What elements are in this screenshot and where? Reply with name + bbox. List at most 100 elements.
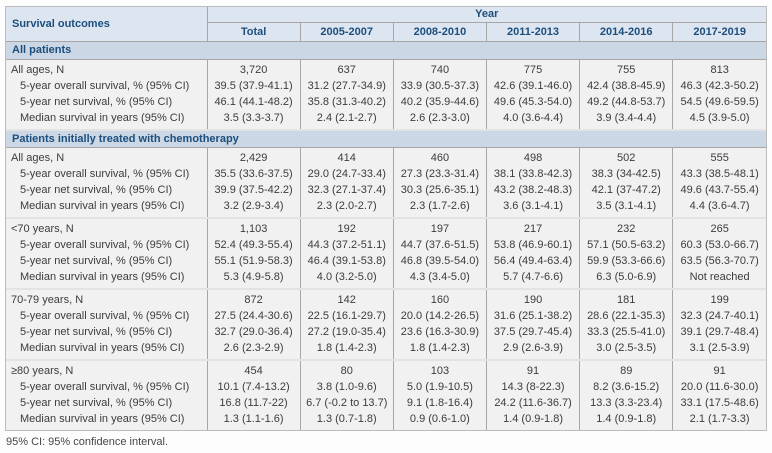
metric-label: Median survival in years (95% CI) (20, 200, 185, 212)
data-value: 27.2 (19.0-35.4) (307, 326, 386, 338)
group-label: ≥80 years, N (11, 365, 74, 377)
section-row: All patients (6, 41, 766, 60)
data-cell: 872 27.5 (24.4-30.6) 32.7 (29.0-36.4) 2.6 (… (206, 289, 301, 361)
data-value: 49.2 (44.8-53.7) (587, 95, 666, 108)
data-value: 39.9 (37.5-42.2) (214, 184, 293, 196)
data-cell: 103 5.0 (1.9-10.5) 9.1 (1.8-16.4) 0.9 (0.6-… (392, 360, 487, 430)
data-value: 454 (244, 365, 263, 377)
data-value: 39.5 (37.9-41.1) (214, 79, 293, 92)
data-value: 637 (337, 63, 356, 76)
data-value: 56.4 (49.4-63.4) (493, 255, 573, 267)
data-cell: 89 8.2 (3.6-15.2) 13.3 (3.3-23.4) 1.4 (0.9-… (579, 360, 673, 430)
data-value: 46.3 (42.3-50.2) (680, 79, 759, 92)
metric-label: 5-year net survival, % (95% CI) (20, 255, 173, 267)
data-value: 181 (617, 294, 636, 306)
group-label: All ages, N (11, 63, 65, 76)
data-value: 52.4 (49.3-55.4) (214, 239, 293, 251)
data-value: 4.3 (3.4-5.0) (409, 271, 470, 283)
column-header-2017-2019: 2017-2019 (672, 22, 766, 42)
data-value: 4.5 (3.9-5.0) (689, 111, 750, 124)
data-value: 1.8 (1.4-2.3) (409, 342, 470, 354)
data-value: 3.0 (2.5-3.5) (596, 342, 657, 354)
data-value: 5.7 (4.7-6.6) (503, 271, 563, 283)
column-header-2008-2010: 2008-2010 (392, 22, 487, 42)
data-value: 49.6 (45.3-54.0) (493, 95, 573, 108)
data-value: 28.6 (22.1-35.3) (587, 310, 666, 322)
column-header-2011-2013: 2011-2013 (485, 22, 580, 42)
data-value: 2.1 (1.7-3.3) (689, 413, 750, 425)
data-row-group: <70 years, N 5-year overall survival, % (… (6, 218, 766, 290)
data-cell: 142 22.5 (16.1-29.7) 27.2 (19.0-35.4) 1.8 (… (299, 289, 394, 361)
row-label-cell: ≥80 years, N 5-year overall survival, % (… (6, 360, 207, 430)
data-value: 3.5 (3.3-3.7) (223, 111, 284, 124)
data-value: 23.6 (16.3-30.9) (400, 326, 480, 338)
data-value: Not reached (689, 271, 750, 283)
data-value: 2,429 (239, 152, 268, 164)
group-label: 70-79 years, N (11, 294, 84, 306)
data-cell: 414 29.0 (24.7-33.4) 32.3 (27.1-37.4) 2.3 (… (299, 147, 394, 219)
data-value: 872 (244, 294, 263, 306)
data-cell: 498 38.1 (33.8-42.3) 43.2 (38.2-48.3) 3.6 (… (485, 147, 580, 219)
data-value: 57.1 (50.5-63.2) (587, 239, 666, 251)
data-cell: 755 42.4 (38.8-45.9) 49.2 (44.8-53.7) 3.9 (… (579, 59, 673, 131)
data-cell: 217 53.8 (46.9-60.1) 56.4 (49.4-63.4) 5.7 (… (485, 218, 580, 290)
data-value: 103 (430, 365, 450, 377)
row-label-cell: 70-79 years, N 5-year overall survival, %… (6, 289, 207, 361)
data-value: 30.3 (25.6-35.1) (400, 184, 480, 196)
section-title: All patients (6, 41, 766, 60)
data-cell: 91 14.3 (8-22.3) 24.2 (11.6-36.7) 1.4 (0.9-… (485, 360, 580, 430)
data-value: 2.6 (2.3-3.0) (409, 111, 470, 124)
data-value: 3.5 (3.1-4.1) (596, 200, 657, 212)
data-cell: 197 44.7 (37.6-51.5) 46.8 (39.5-54.0) 4.3 (… (392, 218, 487, 290)
footnote: 95% CI: 95% confidence interval. (6, 436, 169, 448)
data-value: 4.0 (3.6-4.4) (503, 111, 563, 124)
data-cell: 1,103 52.4 (49.3-55.4) 55.1 (51.9-58.3) 5.3… (206, 218, 301, 290)
data-cell: 80 3.8 (1.0-9.6) 6.7 (-0.2 to 13.7) 1.3 (0.… (299, 360, 394, 430)
metric-label: 5-year net survival, % (95% CI) (20, 95, 173, 108)
data-value: 91 (713, 365, 726, 377)
data-value: 555 (710, 152, 729, 164)
metric-label: 5-year overall survival, % (95% CI) (20, 79, 190, 92)
metric-label: Median survival in years (95% CI) (20, 271, 185, 283)
data-value: 3.2 (2.9-3.4) (223, 200, 284, 212)
data-value: 2.6 (2.3-2.9) (223, 342, 284, 354)
data-cell: 454 10.1 (7.4-13.2) 16.8 (11.7-22) 1.3 (1.1… (206, 360, 301, 430)
data-value: 49.6 (43.7-55.4) (680, 184, 759, 196)
row-label-cell: <70 years, N 5-year overall survival, % (… (6, 218, 207, 290)
data-cell: 181 28.6 (22.1-35.3) 33.3 (25.5-41.0) 3.0 (… (579, 289, 673, 361)
data-row-group: 70-79 years, N 5-year overall survival, %… (6, 289, 766, 361)
metric-label: Median survival in years (95% CI) (20, 413, 185, 425)
data-value: 27.3 (23.3-31.4) (400, 168, 480, 180)
data-value: 0.9 (0.6-1.0) (409, 413, 470, 425)
data-value: 1,103 (239, 223, 268, 235)
data-value: 160 (430, 294, 450, 306)
data-value: 755 (617, 63, 636, 76)
data-value: 43.3 (38.5-48.1) (680, 168, 759, 180)
data-value: 4.4 (3.6-4.7) (689, 200, 750, 212)
data-value: 3.6 (3.1-4.1) (503, 200, 563, 212)
data-value: 1.3 (0.7-1.8) (316, 413, 377, 425)
data-value: 813 (710, 63, 729, 76)
data-value: 39.1 (29.7-48.4) (680, 326, 759, 338)
metric-label: 5-year net survival, % (95% CI) (20, 326, 173, 338)
data-value: 3.8 (1.0-9.6) (316, 381, 377, 393)
survival-outcomes-table-frame: Survival outcomes Year Total 2005-2007 2… (5, 6, 767, 431)
data-value: 38.3 (34-42.5) (591, 168, 661, 180)
data-value: 5.3 (4.9-5.8) (223, 271, 284, 283)
data-value: 33.9 (30.5-37.3) (400, 79, 480, 92)
data-value: 27.5 (24.4-30.6) (214, 310, 293, 322)
corner-header: Survival outcomes (6, 7, 207, 42)
data-cell: 460 27.3 (23.3-31.4) 30.3 (25.6-35.1) 2.3 (… (392, 147, 487, 219)
data-value: 20.0 (14.2-26.5) (400, 310, 480, 322)
metric-label: 5-year overall survival, % (95% CI) (20, 168, 190, 180)
metric-label: Median survival in years (95% CI) (20, 111, 185, 124)
data-value: 63.5 (56.3-70.7) (680, 255, 759, 267)
data-value: 142 (337, 294, 356, 306)
data-cell: 2,429 35.5 (33.6-37.5) 39.9 (37.5-42.2) 3.2… (206, 147, 301, 219)
section-row: Patients initially treated with chemothe… (6, 129, 766, 148)
data-value: 37.5 (29.7-45.4) (493, 326, 573, 338)
data-value: 59.9 (53.3-66.6) (587, 255, 666, 267)
data-value: 33.3 (25.5-41.0) (587, 326, 666, 338)
data-value: 2.3 (2.0-2.7) (316, 200, 377, 212)
